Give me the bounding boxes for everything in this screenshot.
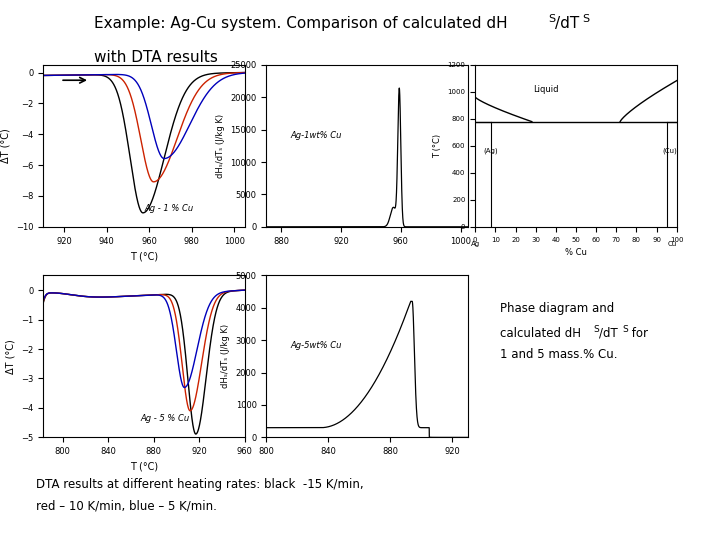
Text: S: S [582, 14, 589, 24]
Text: Phase diagram and: Phase diagram and [500, 302, 615, 315]
Text: red – 10 K/min, blue – 5 K/min.: red – 10 K/min, blue – 5 K/min. [36, 500, 217, 512]
Text: with DTA results: with DTA results [94, 50, 217, 65]
Text: Ag - 1 % Cu: Ag - 1 % Cu [144, 204, 193, 213]
Text: Ag: Ag [471, 241, 480, 247]
X-axis label: T (°C): T (°C) [130, 462, 158, 471]
Y-axis label: dHₛ/dTₛ (J/kg K): dHₛ/dTₛ (J/kg K) [221, 325, 230, 388]
Y-axis label: T (°C): T (°C) [433, 134, 442, 158]
Y-axis label: ΔT (°C): ΔT (°C) [6, 339, 16, 374]
Text: 1 and 5 mass.% Cu.: 1 and 5 mass.% Cu. [500, 348, 618, 361]
Text: Cu: Cu [667, 241, 677, 247]
Text: /dT: /dT [555, 16, 580, 31]
Text: DTA results at different heating rates: black  -15 K/min,: DTA results at different heating rates: … [36, 478, 364, 491]
Text: Ag-1wt% Cu: Ag-1wt% Cu [291, 131, 342, 140]
Text: Ag - 5 % Cu: Ag - 5 % Cu [140, 414, 189, 423]
Text: Liquid: Liquid [533, 85, 559, 94]
Y-axis label: dHₛ/dTₛ (J/kg K): dHₛ/dTₛ (J/kg K) [216, 114, 225, 178]
Text: Example: Ag-Cu system. Comparison of calculated dH: Example: Ag-Cu system. Comparison of cal… [94, 16, 507, 31]
X-axis label: T (°C): T (°C) [130, 251, 158, 261]
Y-axis label: ΔT (°C): ΔT (°C) [1, 129, 10, 163]
Text: S: S [549, 14, 556, 24]
Text: for: for [628, 327, 648, 340]
Text: (Cu): (Cu) [662, 147, 678, 154]
Text: /dT: /dT [599, 327, 618, 340]
X-axis label: % Cu: % Cu [565, 248, 587, 257]
Text: Ag-5wt% Cu: Ag-5wt% Cu [291, 341, 342, 350]
Text: S: S [622, 325, 628, 334]
Text: S: S [593, 325, 599, 334]
Text: (Ag): (Ag) [483, 147, 498, 154]
Text: calculated dH: calculated dH [500, 327, 582, 340]
